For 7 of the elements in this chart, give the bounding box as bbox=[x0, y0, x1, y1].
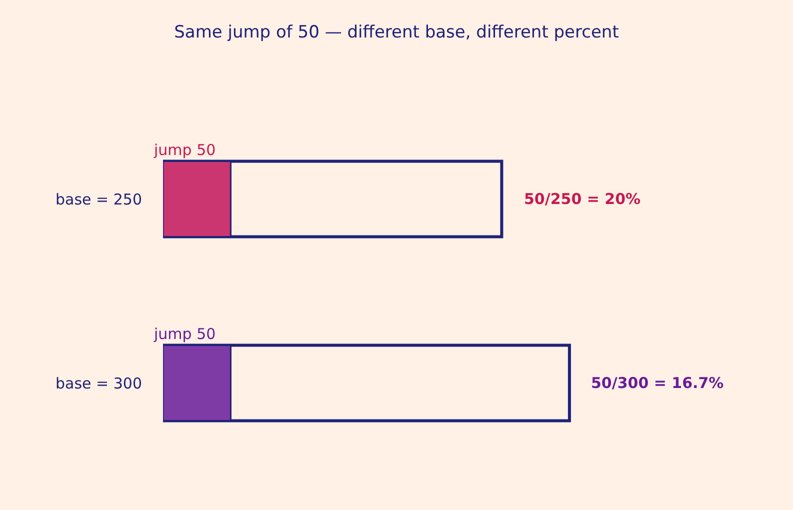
y-tick-label: base = 300 bbox=[56, 374, 142, 392]
data-label: jump 50 bbox=[153, 141, 216, 159]
chart-title: Same jump of 50 — different base, different percent bbox=[174, 22, 620, 42]
annotation: 50/300 = 16.7% bbox=[591, 374, 724, 392]
y-tick-label: base = 250 bbox=[56, 190, 142, 208]
data-label: jump 50 bbox=[153, 325, 216, 343]
annotation: 50/250 = 20% bbox=[524, 190, 641, 208]
